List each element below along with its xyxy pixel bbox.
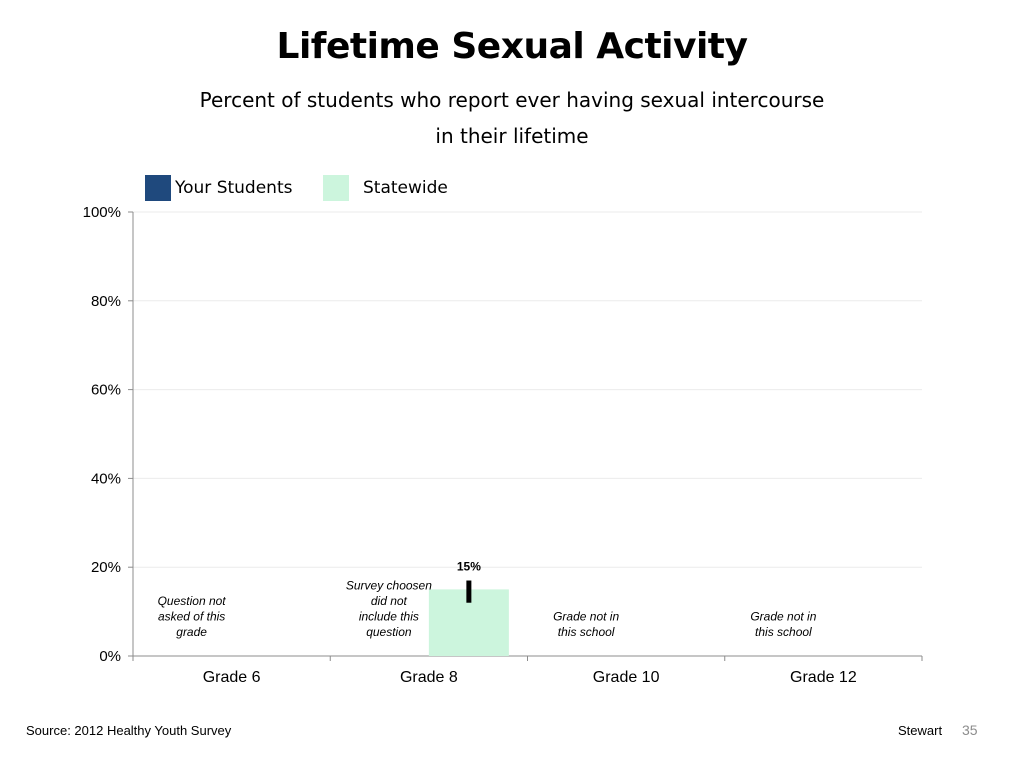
- page-number: 35: [962, 722, 978, 738]
- x-tick-label: Grade 10: [593, 669, 660, 686]
- x-tick-label: Grade 12: [790, 669, 857, 686]
- x-tick-label: Grade 8: [400, 669, 458, 686]
- category-note: Survey choosen did not include this questio…: [346, 579, 432, 640]
- chart-subtitle-line-1: Percent of students who report ever havi…: [199, 88, 825, 112]
- y-tick-label: 20%: [91, 559, 121, 576]
- source-note: Source: 2012 Healthy Youth Survey: [26, 723, 232, 738]
- author-name: Stewart: [898, 723, 943, 738]
- legend-label-statewide: Statewide: [363, 178, 448, 198]
- y-tick-label: 60%: [91, 382, 121, 399]
- legend-swatch-statewide: [323, 175, 349, 201]
- category-note: Grade not in this school: [553, 610, 619, 640]
- y-tick-label: 40%: [91, 470, 121, 487]
- error-bar: [466, 580, 472, 603]
- y-tick-label: 80%: [91, 293, 121, 310]
- legend-label-your-students: Your Students: [175, 178, 293, 198]
- category-note: Grade not in this school: [750, 610, 816, 640]
- y-tick-label: 100%: [83, 204, 121, 221]
- category-note: Question not asked of this grade: [158, 594, 227, 639]
- legend-swatch-your-students: [145, 175, 171, 201]
- x-tick-label: Grade 6: [203, 669, 261, 686]
- chart-subtitle-line-2: in their lifetime: [435, 124, 589, 148]
- data-label: 15%: [457, 560, 481, 574]
- y-tick-label: 0%: [99, 648, 121, 665]
- chart-title: Lifetime Sexual Activity: [276, 26, 748, 67]
